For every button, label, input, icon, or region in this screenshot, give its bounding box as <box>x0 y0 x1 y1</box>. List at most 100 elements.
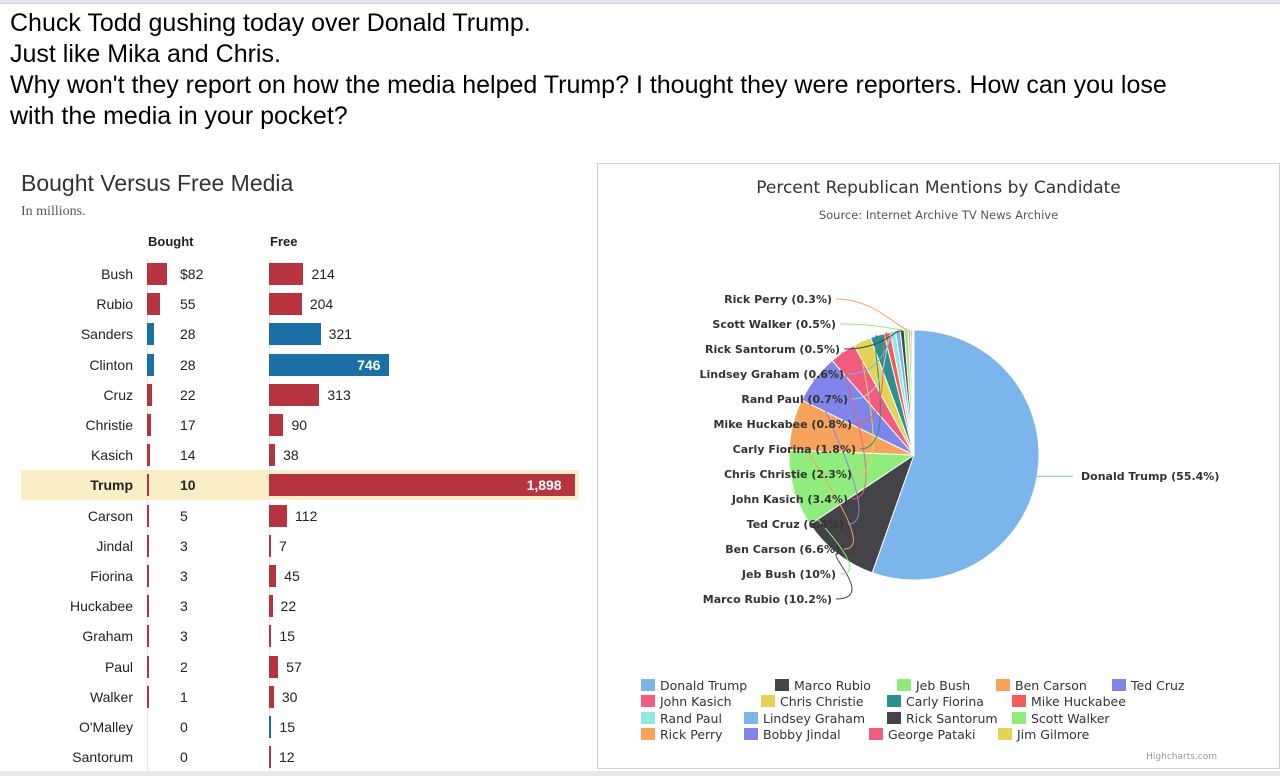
slice-data-label: Chris Christie (2.3%) <box>724 468 852 481</box>
legend-item-rand-paul[interactable]: Rand Paul <box>641 711 722 726</box>
candidate-name: Christie <box>85 417 133 433</box>
legend-swatch <box>1012 695 1026 708</box>
bought-value: 0 <box>180 749 188 766</box>
legend-item-carly-fiorina[interactable]: Carly Fiorina <box>887 694 984 709</box>
caption-line-1: Chuck Todd gushing today over Donald Tru… <box>10 9 531 37</box>
legend-label: Jim Gilmore <box>1017 726 1090 742</box>
slice-data-label: Donald Trump (55.4%) <box>1081 470 1219 483</box>
legend-item-george-pataki[interactable]: George Pataki <box>869 727 975 742</box>
legend-label: Lindsey Graham <box>763 710 866 726</box>
slice-data-label: Jeb Bush (10%) <box>741 568 836 581</box>
legend-label: Marco Rubio <box>794 678 871 693</box>
legend-item-ben-carson[interactable]: Ben Carson <box>996 678 1087 693</box>
free-bar <box>269 383 320 406</box>
legend-item-mike-huckabee[interactable]: Mike Huckabee <box>1012 694 1126 709</box>
bought-value: 22 <box>180 386 196 403</box>
legend-label: Bobby Jindal <box>763 726 841 742</box>
legend-item-bobby-jindal[interactable]: Bobby Jindal <box>744 727 841 742</box>
free-bar <box>269 414 284 436</box>
bought-value: $82 <box>180 266 204 282</box>
slice-data-label: Carly Fiorina (1.8%) <box>733 443 856 456</box>
slice-data-label: John Kasich (3.4%) <box>731 493 848 506</box>
connector-line <box>847 330 899 375</box>
pie-slice-donald-trump[interactable] <box>871 329 1040 581</box>
caption-line-4: with the media in your pocket? <box>10 102 348 130</box>
free-value: 45 <box>284 568 300 584</box>
connector-line <box>855 332 888 425</box>
legend-item-donald-trump[interactable]: Donald Trump <box>641 678 747 693</box>
caption-line-3: Why won't they report on how the media h… <box>10 71 1167 99</box>
bought-value: 10 <box>180 477 196 494</box>
legend-label: Chris Christie <box>780 694 864 710</box>
bought-bar <box>147 414 152 436</box>
bought-bar <box>147 685 149 708</box>
candidate-name: Huckabee <box>69 598 133 615</box>
bought-bar <box>147 504 149 527</box>
legend-item-rick-santorum[interactable]: Rick Santorum <box>887 711 998 726</box>
pie-slice-jim-gilmore[interactable] <box>912 329 915 456</box>
bar-row-trump: Trump 10 1,898 <box>21 470 579 501</box>
bar-row-rubio: Rubio 55 204 <box>21 289 579 320</box>
candidate-name: Carson <box>87 507 133 524</box>
bought-bar <box>147 383 153 406</box>
bought-bar <box>147 263 167 285</box>
pie-chart-title: Percent Republican Mentions by Candidate <box>756 178 1121 198</box>
legend-item-john-kasich[interactable]: John Kasich <box>641 694 732 709</box>
legend-swatch <box>761 695 775 708</box>
legend-swatch <box>775 679 789 691</box>
legend-item-chris-christie[interactable]: Chris Christie <box>761 694 864 709</box>
bar-row-graham: Graham 3 15 <box>21 621 579 652</box>
free-value: 112 <box>295 507 318 524</box>
legend-item-jim-gilmore[interactable]: Jim Gilmore <box>998 727 1089 742</box>
bar-row-clinton: Clinton 28 746 <box>21 349 579 380</box>
legend-item-scott-walker[interactable]: Scott Walker <box>1012 711 1110 726</box>
pie-slice-marco-rubio[interactable] <box>809 453 915 574</box>
legend-label: Rand Paul <box>660 710 722 726</box>
legend-swatch <box>744 711 758 724</box>
free-value: 321 <box>328 326 353 343</box>
connector-line <box>835 553 853 600</box>
free-value: 38 <box>283 447 299 464</box>
legend-label: George Pataki <box>888 726 976 742</box>
legend-item-rick-perry[interactable]: Rick Perry <box>641 727 722 742</box>
connector-line <box>791 423 854 550</box>
legend-item-jeb-bush[interactable]: Jeb Bush <box>897 678 970 693</box>
legend-label: Carly Fiorina <box>906 694 984 710</box>
legend-item-ted-cruz[interactable]: Ted Cruz <box>1112 678 1184 693</box>
legend-item-marco-rubio[interactable]: Marco Rubio <box>775 678 871 693</box>
bar-row-christie: Christie 17 90 <box>21 410 579 440</box>
bought-value: 3 <box>180 628 188 645</box>
candidate-name: Cruz <box>103 386 133 403</box>
legend-label: Donald Trump <box>660 678 748 693</box>
slice-data-label: Scott Walker (0.5%) <box>712 318 836 331</box>
candidate-name: Jindal <box>96 537 133 554</box>
bought-value: 28 <box>180 326 196 343</box>
candidate-name: Paul <box>104 658 133 675</box>
bought-bar <box>147 565 149 587</box>
bar-row-fiorina: Fiorina 3 45 <box>21 561 579 591</box>
legend-item-lindsey-graham[interactable]: Lindsey Graham <box>744 711 865 726</box>
free-bar <box>269 263 304 285</box>
highcharts-credit[interactable]: Highcharts.com <box>1146 752 1217 762</box>
bar-row-bush: Bush $82 214 <box>21 259 579 289</box>
connector-line <box>792 488 851 575</box>
legend-swatch <box>998 727 1012 740</box>
free-value: 15 <box>279 719 295 735</box>
connector-line <box>859 335 881 450</box>
bought-bar <box>147 444 151 467</box>
bought-value: 2 <box>180 658 188 675</box>
legend-label: Scott Walker <box>1031 710 1110 726</box>
pie-slice-jeb-bush[interactable] <box>788 449 916 526</box>
free-value: 7 <box>279 537 287 554</box>
post-caption: Chuck Todd gushing today over Donald Tru… <box>10 8 1275 132</box>
bought-bar <box>147 625 149 648</box>
bar-row-walker: Walker 1 30 <box>21 681 579 712</box>
legend-swatch <box>887 695 901 708</box>
connector-line <box>813 378 860 525</box>
bought-bar <box>147 353 154 376</box>
pie-plot: Donald Trump (55.4%) Marco Rubio (10.2%) J… <box>700 293 1220 606</box>
free-bar <box>269 504 288 527</box>
bought-bar <box>147 293 161 316</box>
slice-data-label: Lindsey Graham (0.6%) <box>700 368 844 381</box>
bar-row-carson: Carson 5 112 <box>21 500 579 531</box>
